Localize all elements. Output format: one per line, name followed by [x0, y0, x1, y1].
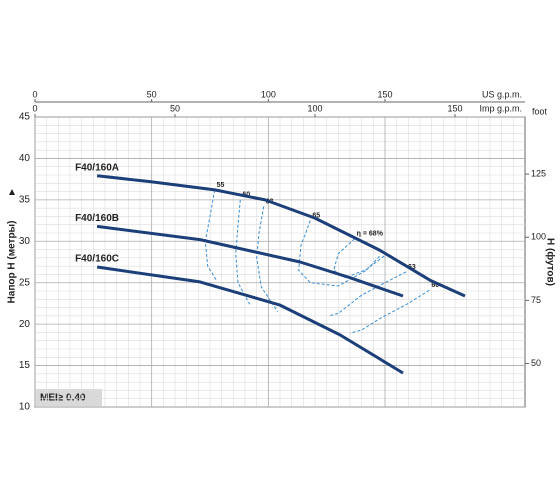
y2-tick-label: 75: [531, 295, 541, 305]
y2-axis-title: H (футов): [544, 238, 556, 286]
efficiency-label: η = 68%: [357, 231, 384, 238]
y-axis-arrow: [9, 189, 15, 195]
annotation-box: [36, 389, 102, 406]
efficiency-line: [349, 289, 430, 334]
pump-curve: [96, 174, 466, 298]
y-tick-label: 35: [19, 194, 31, 205]
x2-tick-label: 150: [447, 103, 462, 113]
x2-tick-label: 0: [32, 103, 37, 113]
efficiency-line: [256, 206, 279, 312]
pump-curve: [96, 265, 404, 375]
y-tick-label: 30: [19, 236, 31, 247]
x2-tick-label: 50: [170, 103, 180, 113]
efficiency-line: [298, 220, 381, 287]
x-tick-label: 150: [377, 89, 392, 99]
curve-label: F40/160B: [75, 213, 119, 224]
efficiency-label: 63: [408, 264, 416, 271]
annotation: MEI≥ 0.40: [40, 393, 86, 404]
efficiency-line: [328, 271, 407, 317]
x2-tick-label: 100: [307, 103, 322, 113]
y-tick-label: 15: [19, 360, 31, 371]
curve-label: F40/160C: [75, 254, 119, 265]
y-tick-label: 45: [19, 112, 31, 123]
y2-tick-label: 50: [531, 358, 541, 368]
y-tick-label: 25: [19, 277, 31, 288]
x-tick-label: 100: [261, 89, 276, 99]
efficiency-line: [235, 199, 251, 305]
x2-axis-title: Imp g.p.m.: [479, 103, 522, 113]
efficiency-label: 65: [312, 212, 320, 219]
y2-tick-label: 125: [531, 168, 546, 178]
y-tick-label: 10: [19, 402, 31, 413]
y-axis-title: Напор H (метры): [7, 221, 18, 304]
x-tick-label: 50: [147, 89, 157, 99]
pump-curve: [96, 224, 404, 298]
y-tick-label: 40: [19, 153, 31, 164]
efficiency-label: 60: [431, 282, 439, 289]
y2-tick-label: 100: [531, 232, 546, 242]
y2-unit: foot: [532, 106, 548, 116]
x-axis-title: US g.p.m.: [482, 89, 522, 99]
curve-label: F40/160A: [75, 162, 119, 173]
x-tick-label: 0: [32, 89, 37, 99]
efficiency-label: 55: [217, 182, 225, 189]
y-tick-label: 20: [19, 319, 31, 330]
